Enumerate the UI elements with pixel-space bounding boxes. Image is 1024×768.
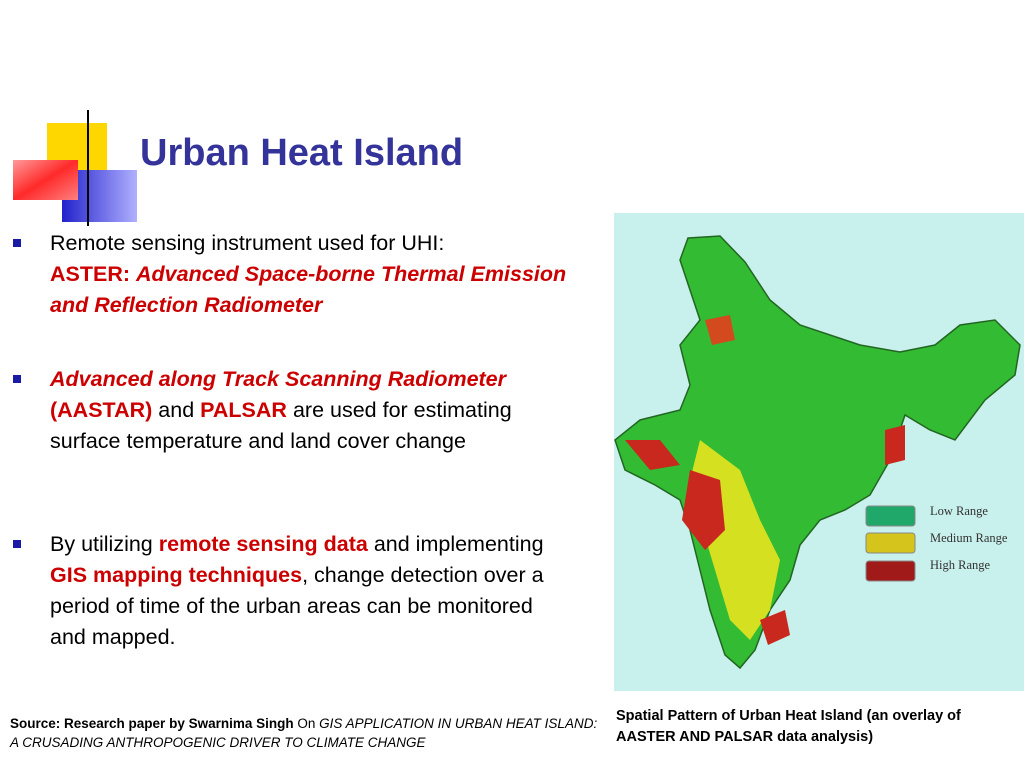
source-note: Source: Research paper by Swarnima Singh… <box>10 714 600 752</box>
map-caption: Spatial Pattern of Urban Heat Island (an… <box>616 708 961 745</box>
text-run: and implementing <box>373 532 544 556</box>
text-run: (AASTAR) <box>50 398 153 422</box>
text-run: Source: Research paper by Swarnima Singh <box>10 716 294 731</box>
text-run: PALSAR <box>200 398 287 422</box>
text-run: Remote sensing instrument used for UHI: <box>50 231 445 255</box>
legend-label: Medium Range <box>930 531 1008 545</box>
text-run: ASTER: <box>50 262 131 286</box>
legend-label: Low Range <box>930 504 988 518</box>
text-run: and <box>158 398 195 422</box>
text-run: Advanced along Track Scanning Radiometer <box>50 367 507 391</box>
text-run: remote sensing data <box>158 532 368 556</box>
bullet: By utilizing remote sensing data and imp… <box>13 529 570 653</box>
text-run: GIS APPLICATION IN URBAN HEAT ISLAND: A … <box>10 716 598 750</box>
text-run: GIS mapping techniques <box>50 563 303 587</box>
slide-title: Urban Heat Island <box>140 132 464 174</box>
text-run: change detection over a period of time o… <box>50 563 544 649</box>
bullet: Advanced along Track Scanning Radiometer… <box>13 364 570 457</box>
text-run: By utilizing <box>50 532 153 556</box>
bullet: Remote sensing instrument used for UHI: A… <box>13 228 570 321</box>
text-run: On <box>297 716 316 731</box>
text-run: are used for estimating surface temperat… <box>50 398 512 453</box>
legend-label: High Range <box>930 558 991 572</box>
text-run: Advanced Space-borne Thermal Emission an… <box>50 262 567 317</box>
text-run: , <box>302 563 309 587</box>
